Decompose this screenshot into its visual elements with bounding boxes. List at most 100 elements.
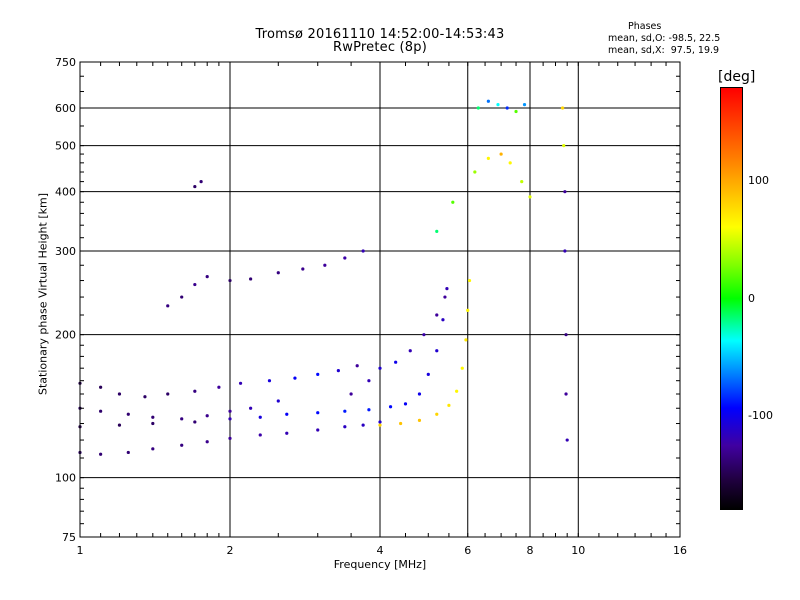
data-point <box>151 447 155 451</box>
phases-o-stats: mean, sd,O: -98.5, 22.5 <box>608 33 721 44</box>
x-tick-label: 2 <box>227 544 234 557</box>
data-point <box>426 372 430 376</box>
data-point <box>435 313 439 317</box>
data-point <box>205 440 209 444</box>
data-point <box>564 333 568 337</box>
data-point <box>476 106 480 110</box>
data-point <box>361 249 365 253</box>
data-point <box>151 415 155 419</box>
data-point <box>258 415 262 419</box>
y-tick-label: 600 <box>55 102 76 115</box>
data-point <box>486 99 490 103</box>
scatter-points <box>78 99 569 456</box>
x-axis-label: Frequency [MHz] <box>333 558 427 571</box>
data-point <box>508 161 512 165</box>
data-point <box>249 277 253 281</box>
x-tick-label: 10 <box>571 544 585 557</box>
data-point <box>388 405 393 409</box>
colorbar-tick-label: 100 <box>748 174 769 187</box>
data-point <box>316 372 320 376</box>
data-point <box>378 423 382 427</box>
data-point <box>343 409 347 413</box>
phases-title: Phases <box>628 21 662 32</box>
data-point <box>520 180 524 184</box>
data-point <box>228 409 232 413</box>
x-tick-label: 4 <box>377 544 384 557</box>
data-point <box>143 395 147 399</box>
y-axis-label: Stationary phase Virtual Height [km] <box>36 192 50 396</box>
data-point <box>378 366 382 370</box>
y-tick-label: 500 <box>55 140 76 153</box>
colorbar <box>720 87 743 510</box>
grid-lines <box>80 62 680 537</box>
data-point <box>228 278 232 283</box>
data-point <box>455 389 459 393</box>
data-point <box>193 282 197 287</box>
data-point <box>435 229 439 233</box>
x-tick-label: 16 <box>673 544 687 557</box>
data-point <box>565 438 569 442</box>
data-point <box>126 450 130 455</box>
data-point <box>276 399 280 403</box>
colorbar-tick-label: 0 <box>748 291 755 305</box>
data-point <box>560 106 565 110</box>
data-point <box>403 402 408 406</box>
data-point <box>563 190 567 194</box>
data-point <box>193 184 197 189</box>
phases-x-stats: mean, sd,X: 97.5, 19.9 <box>608 45 720 56</box>
data-point <box>126 412 130 416</box>
y-tick-label: 400 <box>55 186 76 199</box>
data-point <box>422 333 426 337</box>
data-point <box>378 420 382 424</box>
data-point <box>349 392 353 396</box>
data-point <box>336 369 340 373</box>
data-point <box>285 412 289 416</box>
data-point <box>217 385 221 389</box>
data-point <box>343 425 347 429</box>
data-point <box>117 423 122 427</box>
data-point <box>417 418 422 422</box>
data-point <box>451 200 455 204</box>
colorbar-unit: [deg] <box>718 69 756 85</box>
data-point <box>399 421 403 426</box>
y-tick-label: 300 <box>55 245 76 258</box>
data-point <box>499 152 503 156</box>
data-point <box>528 195 532 199</box>
data-point <box>361 423 365 427</box>
y-tick-label: 100 <box>55 472 76 485</box>
data-point <box>505 106 509 110</box>
chart-title: Tromsø 20161110 14:52:00-14:53:43 <box>255 27 505 42</box>
data-point <box>199 180 203 184</box>
data-point <box>562 144 566 148</box>
data-point <box>180 443 184 447</box>
data-point <box>316 411 320 415</box>
data-point <box>193 420 197 424</box>
data-point <box>367 379 371 383</box>
colorbar-tick-label: -100 <box>748 409 773 422</box>
data-point <box>435 349 439 353</box>
data-point <box>99 385 103 389</box>
data-point <box>205 414 209 418</box>
data-point <box>258 433 262 437</box>
data-point <box>99 409 103 413</box>
data-point <box>193 389 197 393</box>
data-point <box>249 406 253 410</box>
data-point <box>467 278 472 283</box>
data-point <box>267 379 272 383</box>
data-point <box>443 295 447 299</box>
data-point <box>486 156 490 161</box>
y-tick-label: 200 <box>55 329 76 342</box>
data-point <box>394 360 398 364</box>
data-point <box>564 392 568 396</box>
data-point <box>228 417 232 421</box>
data-point <box>514 109 518 114</box>
chart-subtitle: RwPretec (8p) <box>333 40 427 55</box>
data-point <box>343 256 347 260</box>
data-point <box>117 392 122 396</box>
data-point <box>408 349 412 353</box>
data-point <box>205 275 209 279</box>
data-point <box>99 452 103 456</box>
data-point <box>460 366 464 370</box>
y-tick-label: 75 <box>62 531 76 544</box>
data-point <box>180 295 184 299</box>
